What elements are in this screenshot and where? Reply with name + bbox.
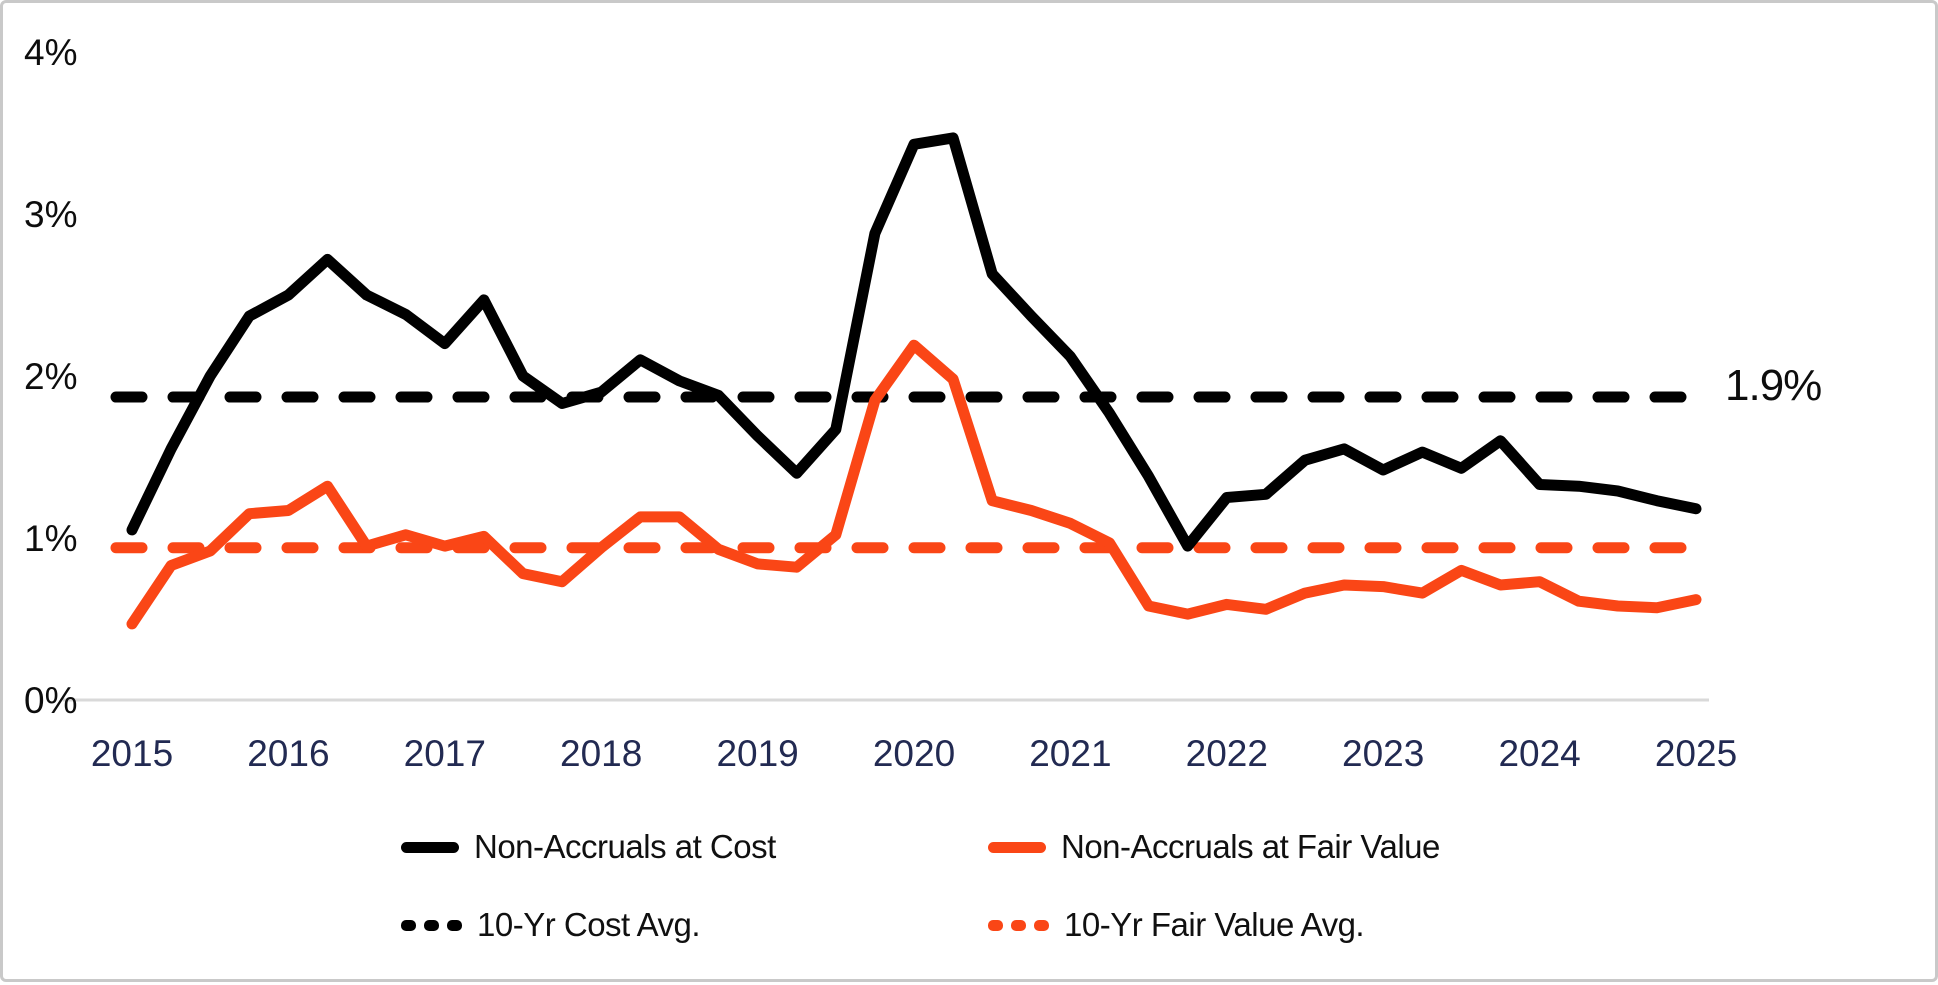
legend-item-cost-avg: 10-Yr Cost Avg. <box>401 905 701 945</box>
x-tick-label-2018: 2018 <box>560 733 642 774</box>
cost-line-swatch <box>401 841 459 853</box>
x-tick-label-2019: 2019 <box>716 733 798 774</box>
legend-item-fair-avg: 10-Yr Fair Value Avg. <box>988 905 1365 945</box>
series-line-fair <box>126 339 1702 630</box>
legend-label-fair: Non-Accruals at Fair Value <box>1061 828 1440 865</box>
x-tick-label-2016: 2016 <box>247 733 329 774</box>
x-tick-label-2022: 2022 <box>1186 733 1268 774</box>
y-tick-label-2%: 2% <box>24 356 77 397</box>
legend-label-cost: Non-Accruals at Cost <box>474 828 776 865</box>
x-tick-label-2024: 2024 <box>1498 733 1580 774</box>
legend-item-fair: Non-Accruals at Fair Value <box>988 827 1440 867</box>
line-chart: 0% 1% 2% 3% 4% 2015 2016 2017 2018 2019 2020 2021 20… <box>24 32 1737 774</box>
x-tick-label-2021: 2021 <box>1029 733 1111 774</box>
legend-label-fair-avg: 10-Yr Fair Value Avg. <box>1064 906 1365 943</box>
cost-avg-dash-swatch <box>401 919 462 931</box>
y-tick-label-4%: 4% <box>24 32 77 73</box>
cost-avg-value-label: 1.9% <box>1725 361 1822 410</box>
series-line-cost <box>126 132 1702 552</box>
y-tick-label-3%: 3% <box>24 194 77 235</box>
x-tick-label-2015: 2015 <box>91 733 173 774</box>
legend-item-cost: Non-Accruals at Cost <box>401 827 776 867</box>
fair-avg-dash-swatch <box>988 919 1049 931</box>
x-tick-label-2020: 2020 <box>873 733 955 774</box>
x-tick-label-2023: 2023 <box>1342 733 1424 774</box>
x-tick-label-2025: 2025 <box>1655 733 1737 774</box>
legend-label-cost-avg: 10-Yr Cost Avg. <box>477 906 701 943</box>
y-tick-label-1%: 1% <box>24 518 77 559</box>
fair-line-swatch <box>988 841 1046 853</box>
x-tick-label-2017: 2017 <box>404 733 486 774</box>
y-tick-label-0%: 0% <box>24 680 77 721</box>
